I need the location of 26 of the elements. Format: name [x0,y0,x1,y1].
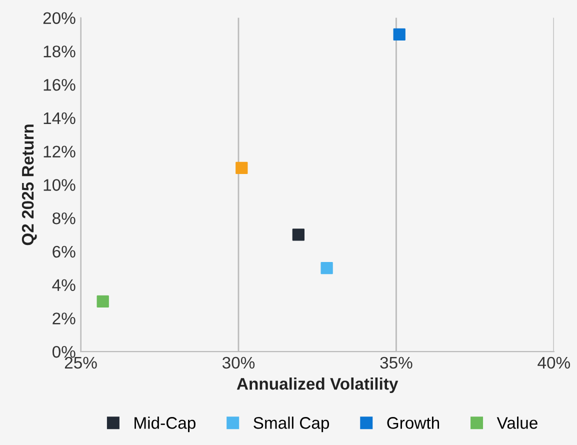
x-tick-label: 35% [380,356,412,369]
y-tick-label: 2% [52,312,76,324]
legend-label: Growth [387,416,440,429]
y-tick-label: 4% [52,279,76,291]
y-tick-label: 14% [44,112,76,124]
y-tick-label: 8% [52,212,76,224]
y-tick-label: 20% [43,12,76,24]
legend-label: Mid-Cap [134,416,196,432]
x-tick-label: 40% [538,356,570,369]
legend-label: Value [496,416,538,429]
y-tick-label: 0% [52,346,76,358]
legend-label: Small Cap [254,416,330,432]
y-tick-label: 10% [44,179,76,191]
y-tick-label: 12% [44,146,76,158]
y-axis-title: Q2 2025 Return [22,124,37,246]
y-tick-label: 16% [44,78,76,91]
y-tick-label: 18% [44,46,76,58]
point [96,295,109,308]
point [320,262,333,274]
y-tick-label: 6% [52,246,76,258]
x-axis-title: Annualized Volatility [236,378,398,394]
point [292,228,304,241]
point [393,28,406,41]
point [236,162,248,174]
x-tick-label: 25% [64,356,97,369]
x-tick-label: 30% [222,356,255,369]
